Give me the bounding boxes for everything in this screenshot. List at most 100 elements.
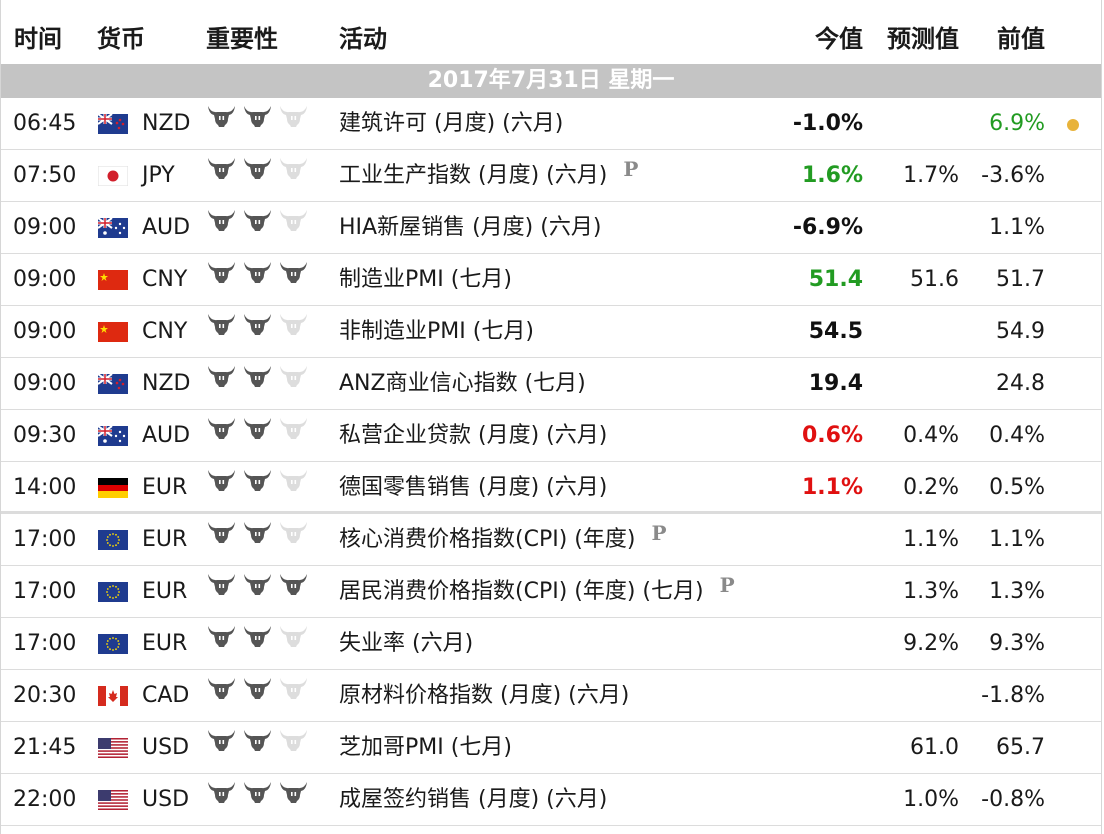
au-flag-icon: [98, 426, 128, 446]
currency-code: USD: [142, 787, 190, 812]
header-forecast[interactable]: 预测值: [887, 25, 959, 53]
ca-flag-icon: [98, 686, 128, 706]
event-name-text[interactable]: 成屋签约销售 (月度) (六月): [339, 787, 608, 812]
bull-icon: [279, 416, 308, 442]
previous-value: 9.3%: [989, 631, 1045, 656]
event-time: 17:00: [13, 527, 77, 552]
event-name[interactable]: 原材料价格指数 (月度) (六月): [339, 670, 629, 721]
table-row[interactable]: 20:30 CAD 原材料价格指数 (月度) (六月) -1.8%: [1, 670, 1101, 722]
event-name[interactable]: ANZ商业信心指数 (七月): [339, 358, 586, 409]
event-name[interactable]: 芝加哥PMI (七月): [339, 722, 512, 773]
previous-value: -1.8%: [981, 683, 1045, 708]
event-time: 22:00: [13, 787, 77, 812]
event-name[interactable]: 私营企业贷款 (月度) (六月): [339, 410, 607, 461]
currency-code: AUD: [142, 423, 191, 448]
event-name-text[interactable]: 私营企业贷款 (月度) (六月): [339, 423, 608, 448]
currency-code: JPY: [142, 163, 175, 188]
bull-icon: [207, 312, 236, 338]
header-time[interactable]: 时间: [14, 25, 62, 53]
bull-icon: [243, 364, 272, 390]
previous-value: 0.5%: [989, 475, 1045, 500]
event-name[interactable]: 失业率 (六月): [339, 618, 473, 669]
event-name-text[interactable]: 居民消费价格指数(CPI) (年度) (七月): [339, 579, 704, 604]
event-name[interactable]: 建筑许可 (月度) (六月): [339, 98, 563, 149]
event-name[interactable]: 核心消费价格指数(CPI) (年度) P: [339, 514, 667, 565]
header-currency[interactable]: 货币: [97, 25, 145, 53]
event-name-text[interactable]: 芝加哥PMI (七月): [339, 735, 512, 760]
table-row[interactable]: 17:00 EUR 居民消费价格指数(CPI) (年度) (七月) P 1.3% 1.3%: [1, 566, 1101, 618]
bull-icon: [243, 156, 272, 182]
bull-icon: [279, 312, 308, 338]
forecast-value: 61.0: [910, 735, 959, 760]
event-name-text[interactable]: 制造业PMI (七月): [339, 267, 512, 292]
previous-value: 54.9: [996, 319, 1045, 344]
event-name-text[interactable]: 德国零售销售 (月度) (六月): [339, 475, 608, 500]
importance-rating: [207, 468, 308, 494]
table-row[interactable]: 21:45 USD 芝加哥PMI (七月) 61.0 65.7: [1, 722, 1101, 774]
event-time: 09:00: [13, 267, 77, 292]
forecast-value: 51.6: [910, 267, 959, 292]
table-row[interactable]: 17:00 EUR 失业率 (六月) 9.2% 9.3%: [1, 618, 1101, 670]
currency-code: EUR: [142, 631, 188, 656]
cn-flag-icon: [98, 270, 128, 290]
event-name[interactable]: 德国零售销售 (月度) (六月): [339, 462, 607, 513]
header-actual[interactable]: 今值: [815, 25, 863, 53]
importance-rating: [207, 156, 308, 182]
event-name-text[interactable]: ANZ商业信心指数 (七月): [339, 371, 586, 396]
currency-code: USD: [142, 735, 190, 760]
event-name-text[interactable]: 工业生产指数 (月度) (六月): [339, 163, 608, 188]
table-row[interactable]: 14:00 EUR 德国零售销售 (月度) (六月) 1.1% 0.2% 0.5%: [1, 462, 1101, 514]
event-name-text[interactable]: 非制造业PMI (七月): [339, 319, 534, 344]
actual-value: 1.1%: [801, 475, 863, 500]
preliminary-release-icon: P: [719, 573, 735, 597]
header-importance[interactable]: 重要性: [206, 25, 278, 53]
currency-code: CAD: [142, 683, 190, 708]
header-previous[interactable]: 前值: [997, 25, 1045, 53]
bull-icon: [279, 624, 308, 650]
importance-rating: [207, 728, 308, 754]
table-row[interactable]: 09:00 NZD ANZ商业信心指数 (七月) 19.4 24.8: [1, 358, 1101, 410]
event-name[interactable]: HIA新屋销售 (月度) (六月): [339, 202, 601, 253]
actual-value: -6.9%: [792, 215, 863, 240]
event-name[interactable]: 制造业PMI (七月): [339, 254, 512, 305]
bull-icon: [207, 780, 236, 806]
importance-rating: [207, 676, 308, 702]
event-name-text[interactable]: 原材料价格指数 (月度) (六月): [339, 683, 630, 708]
table-row[interactable]: 06:45 NZD 建筑许可 (月度) (六月) -1.0% 6.9%: [1, 98, 1101, 150]
actual-value: 19.4: [808, 371, 863, 396]
header-event[interactable]: 活动: [339, 25, 387, 53]
event-name[interactable]: 工业生产指数 (月度) (六月) P: [339, 150, 638, 201]
event-name-text[interactable]: 核心消费价格指数(CPI) (年度): [339, 527, 636, 552]
event-name[interactable]: 非制造业PMI (七月): [339, 306, 534, 357]
table-row[interactable]: 09:30 AUD 私营企业贷款 (月度) (六月) 0.6% 0.4% 0.4%: [1, 410, 1101, 462]
bull-icon: [243, 312, 272, 338]
previous-value: 51.7: [996, 267, 1045, 292]
revision-indicator-dot: [1067, 119, 1079, 131]
table-row[interactable]: 07:50 JPY 工业生产指数 (月度) (六月) P 1.6% 1.7% -3.6%: [1, 150, 1101, 202]
bull-icon: [243, 104, 272, 130]
event-name[interactable]: 成屋签约销售 (月度) (六月): [339, 774, 607, 825]
table-row[interactable]: 09:00 CNY 制造业PMI (七月) 51.4 51.6 51.7: [1, 254, 1101, 306]
importance-rating: [207, 364, 308, 390]
bull-icon: [279, 572, 308, 598]
event-name-text[interactable]: 建筑许可 (月度) (六月): [339, 111, 564, 136]
importance-rating: [207, 104, 308, 130]
table-row[interactable]: 22:00 USD 成屋签约销售 (月度) (六月) 1.0% -0.8%: [1, 774, 1101, 826]
bull-icon: [207, 520, 236, 546]
forecast-value: 1.0%: [903, 787, 959, 812]
table-row[interactable]: 17:00 EUR 核心消费价格指数(CPI) (年度) P 1.1% 1.1%: [1, 514, 1101, 566]
event-name-text[interactable]: HIA新屋销售 (月度) (六月): [339, 215, 602, 240]
bull-icon: [207, 572, 236, 598]
bull-icon: [279, 364, 308, 390]
bull-icon: [243, 260, 272, 286]
table-row[interactable]: 09:00 AUD HIA新屋销售 (月度) (六月) -6.9% 1.1%: [1, 202, 1101, 254]
bull-icon: [243, 780, 272, 806]
event-time: 07:50: [13, 163, 77, 188]
eu-flag-icon: [98, 582, 128, 602]
au-flag-icon: [98, 218, 128, 238]
table-row[interactable]: 09:00 CNY 非制造业PMI (七月) 54.5 54.9: [1, 306, 1101, 358]
nz-flag-icon: [98, 114, 128, 134]
importance-rating: [207, 572, 308, 598]
event-name[interactable]: 居民消费价格指数(CPI) (年度) (七月) P: [339, 566, 735, 617]
event-name-text[interactable]: 失业率 (六月): [339, 631, 474, 656]
